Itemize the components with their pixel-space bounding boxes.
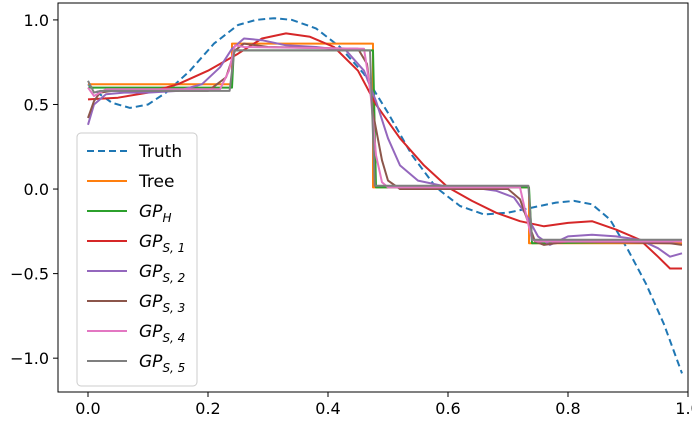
legend-label-main: GP	[139, 322, 163, 342]
y-tick-label: 1.0	[24, 11, 49, 30]
legend-label-main: Tree	[138, 172, 174, 192]
x-tick-label: 0.0	[75, 399, 100, 418]
x-tick-label: 0.8	[555, 399, 580, 418]
legend-label-subscript: S, 2	[162, 271, 185, 285]
series-line-4	[87, 32, 682, 270]
legend-entry-label: GPS, 4	[139, 322, 185, 345]
y-tick-label: 0.0	[24, 180, 49, 199]
legend-label-main: GP	[139, 262, 163, 282]
legend-label-subscript: S, 3	[162, 301, 185, 315]
legend-entry-label: GPH	[139, 202, 171, 225]
x-tick-label: 0.2	[195, 399, 220, 418]
legend-box	[76, 132, 198, 387]
legend-label-main: GP	[139, 352, 163, 372]
y-axis: −1.0 −0.5 0.0 0.5 1.0	[10, 11, 58, 368]
y-tick-label: −1.0	[10, 349, 49, 368]
legend-entry-label: Tree	[138, 172, 174, 192]
legend-label-main: GP	[139, 292, 163, 312]
legend-label-subscript: S, 4	[162, 331, 185, 345]
legend-entry-label: GPS, 2	[139, 262, 185, 285]
x-tick-label: 1.0	[675, 399, 692, 418]
series-line-7	[87, 44, 682, 243]
legend-label-main: GP	[139, 202, 163, 222]
y-tick-label: 0.5	[24, 95, 49, 114]
legend-entry-label: GPS, 5	[139, 352, 185, 375]
legend-label-main: Truth	[138, 142, 182, 162]
legend-label-subscript: S, 1	[162, 241, 185, 255]
x-axis: 0.0 0.2 0.4 0.6 0.8 1.0	[75, 392, 692, 418]
legend-entry-label: Truth	[138, 142, 182, 162]
x-tick-label: 0.6	[435, 399, 460, 418]
legend-label-main: GP	[139, 232, 163, 252]
series-line-8	[87, 49, 682, 241]
plot-area-border	[57, 2, 689, 393]
legend-entry-label: GPS, 3	[139, 292, 185, 315]
y-tick-label: −0.5	[10, 265, 49, 284]
legend-label-subscript: S, 5	[162, 361, 185, 375]
axes-frame	[57, 2, 689, 393]
series-line-1	[87, 17, 683, 374]
x-tick-label: 0.4	[315, 399, 340, 418]
legend-label-subscript: H	[162, 211, 171, 225]
legend-entry-label: GPS, 1	[139, 232, 185, 255]
series-layer	[87, 17, 683, 374]
